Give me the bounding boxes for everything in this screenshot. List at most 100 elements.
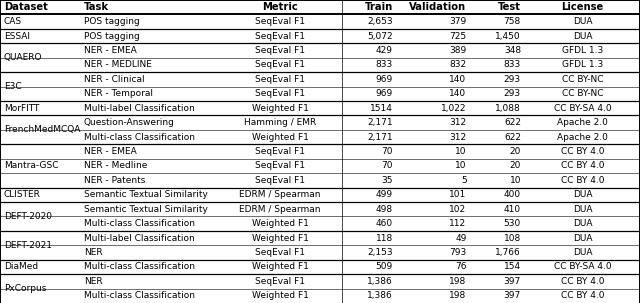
Text: Validation: Validation — [410, 2, 467, 12]
Text: 348: 348 — [504, 46, 521, 55]
Text: SeqEval F1: SeqEval F1 — [255, 89, 305, 98]
Text: 622: 622 — [504, 118, 521, 127]
Text: Task: Task — [84, 2, 109, 12]
Text: Weighted F1: Weighted F1 — [252, 262, 308, 271]
Text: 154: 154 — [504, 262, 521, 271]
Text: SeqEval F1: SeqEval F1 — [255, 277, 305, 286]
Text: SeqEval F1: SeqEval F1 — [255, 60, 305, 69]
Text: 140: 140 — [449, 75, 467, 84]
Text: CLISTER: CLISTER — [4, 190, 41, 199]
Text: SeqEval F1: SeqEval F1 — [255, 32, 305, 41]
Text: 1514: 1514 — [370, 104, 393, 113]
Text: 410: 410 — [504, 205, 521, 214]
Text: Semantic Textual Similarity: Semantic Textual Similarity — [84, 190, 208, 199]
Text: DUA: DUA — [573, 234, 592, 243]
Text: EDRM / Spearman: EDRM / Spearman — [239, 190, 321, 199]
Text: NER - EMEA: NER - EMEA — [84, 147, 136, 156]
Text: CC BY 4.0: CC BY 4.0 — [561, 176, 604, 185]
Text: Train: Train — [365, 2, 393, 12]
Text: Test: Test — [498, 2, 521, 12]
Text: 312: 312 — [449, 118, 467, 127]
Text: Dataset: Dataset — [4, 2, 48, 12]
Text: 2,171: 2,171 — [367, 118, 393, 127]
Text: 49: 49 — [455, 234, 467, 243]
Text: 35: 35 — [381, 176, 393, 185]
Text: 198: 198 — [449, 277, 467, 286]
Text: 112: 112 — [449, 219, 467, 228]
Text: SeqEval F1: SeqEval F1 — [255, 17, 305, 26]
Text: 509: 509 — [376, 262, 393, 271]
Text: 70: 70 — [381, 147, 393, 156]
Text: Apache 2.0: Apache 2.0 — [557, 133, 608, 142]
Text: 312: 312 — [449, 133, 467, 142]
Text: Weighted F1: Weighted F1 — [252, 234, 308, 243]
Text: E3C: E3C — [4, 82, 22, 91]
Text: DUA: DUA — [573, 190, 592, 199]
Text: 833: 833 — [504, 60, 521, 69]
Text: 108: 108 — [504, 234, 521, 243]
Text: DUA: DUA — [573, 219, 592, 228]
Text: NER - Medline: NER - Medline — [84, 161, 147, 170]
Text: CC BY-NC: CC BY-NC — [562, 75, 603, 84]
Text: EDRM / Spearman: EDRM / Spearman — [239, 205, 321, 214]
Text: NER - MEDLINE: NER - MEDLINE — [84, 60, 152, 69]
Text: 1,022: 1,022 — [441, 104, 467, 113]
Text: CC BY 4.0: CC BY 4.0 — [561, 161, 604, 170]
Text: NER - Patents: NER - Patents — [84, 176, 145, 185]
Text: DUA: DUA — [573, 248, 592, 257]
Text: Mantra-GSC: Mantra-GSC — [4, 161, 58, 170]
Text: 198: 198 — [449, 291, 467, 300]
Text: NER - Clinical: NER - Clinical — [84, 75, 145, 84]
Text: SeqEval F1: SeqEval F1 — [255, 176, 305, 185]
Text: Weighted F1: Weighted F1 — [252, 104, 308, 113]
Text: 10: 10 — [455, 161, 467, 170]
Text: 1,386: 1,386 — [367, 291, 393, 300]
Text: 460: 460 — [376, 219, 393, 228]
Text: 118: 118 — [376, 234, 393, 243]
Text: MorFITT: MorFITT — [4, 104, 39, 113]
Text: 5: 5 — [461, 176, 467, 185]
Text: Metric: Metric — [262, 2, 298, 12]
Text: DUA: DUA — [573, 32, 592, 41]
Text: 2,653: 2,653 — [367, 17, 393, 26]
Text: NER - EMEA: NER - EMEA — [84, 46, 136, 55]
Text: License: License — [561, 2, 604, 12]
Text: 10: 10 — [509, 176, 521, 185]
Text: 429: 429 — [376, 46, 393, 55]
Text: Weighted F1: Weighted F1 — [252, 291, 308, 300]
Text: 793: 793 — [449, 248, 467, 257]
Text: CC BY-SA 4.0: CC BY-SA 4.0 — [554, 104, 611, 113]
Text: 400: 400 — [504, 190, 521, 199]
Text: 293: 293 — [504, 89, 521, 98]
Text: Multi-class Classification: Multi-class Classification — [84, 133, 195, 142]
Text: Hamming / EMR: Hamming / EMR — [244, 118, 316, 127]
Text: 10: 10 — [455, 147, 467, 156]
Text: GFDL 1.3: GFDL 1.3 — [562, 46, 603, 55]
Text: 499: 499 — [376, 190, 393, 199]
Text: ESSAI: ESSAI — [4, 32, 30, 41]
Text: FrenchMedMCQA: FrenchMedMCQA — [4, 125, 80, 134]
Text: SeqEval F1: SeqEval F1 — [255, 75, 305, 84]
Text: 1,766: 1,766 — [495, 248, 521, 257]
Text: 832: 832 — [449, 60, 467, 69]
Text: 1,088: 1,088 — [495, 104, 521, 113]
Text: 758: 758 — [504, 17, 521, 26]
Text: NER - Temporal: NER - Temporal — [84, 89, 153, 98]
Text: 833: 833 — [376, 60, 393, 69]
Text: Semantic Textual Similarity: Semantic Textual Similarity — [84, 205, 208, 214]
Text: GFDL 1.3: GFDL 1.3 — [562, 60, 603, 69]
Text: CAS: CAS — [4, 17, 22, 26]
Text: Weighted F1: Weighted F1 — [252, 133, 308, 142]
Text: 293: 293 — [504, 75, 521, 84]
Text: 102: 102 — [449, 205, 467, 214]
Text: 530: 530 — [504, 219, 521, 228]
Text: 725: 725 — [449, 32, 467, 41]
Text: DUA: DUA — [573, 205, 592, 214]
Text: 969: 969 — [376, 75, 393, 84]
Text: CC BY 4.0: CC BY 4.0 — [561, 291, 604, 300]
Text: Weighted F1: Weighted F1 — [252, 219, 308, 228]
Text: Multi-label Classification: Multi-label Classification — [84, 234, 195, 243]
Text: Question-Answering: Question-Answering — [84, 118, 175, 127]
Text: CC BY 4.0: CC BY 4.0 — [561, 277, 604, 286]
Text: 969: 969 — [376, 89, 393, 98]
